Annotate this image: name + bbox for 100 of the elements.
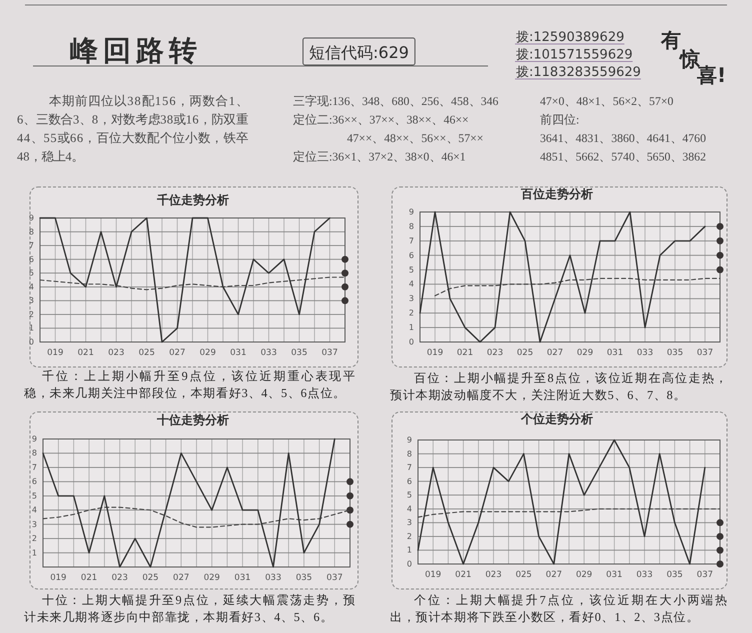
xtick: 027 <box>173 573 190 583</box>
xtick: 025 <box>516 348 534 358</box>
annotation: 3641、4831、3860、4641、4760 <box>540 131 706 145</box>
title: 百位走势分析 <box>521 187 593 201</box>
ytick: 5 <box>32 491 37 500</box>
xtick: 021 <box>78 348 94 358</box>
annotation: 短信代码:629 <box>309 43 409 62</box>
xtick: 035 <box>291 348 308 358</box>
xtick: 027 <box>169 348 186 358</box>
ytick: 8 <box>408 222 414 231</box>
ytick: 5 <box>406 490 412 500</box>
xtick: 033 <box>260 348 277 358</box>
annotation: 有惊喜! <box>661 28 726 87</box>
annotation: 三字现:136、348、680、256、458、346 <box>293 94 498 108</box>
xtick: 023 <box>108 348 124 358</box>
xtick: 033 <box>265 573 282 583</box>
xtick: 019 <box>50 573 66 583</box>
ytick: 1 <box>28 324 34 333</box>
annotation: 千位：上上期小幅升至9点位，该位近期重心表现平稳，未来几期关注中部段位，本期看好3、4、5、6点位。 <box>24 369 356 400</box>
title: 峰回路转 <box>70 34 202 67</box>
ytick: 8 <box>32 448 37 458</box>
xtick: 035 <box>666 570 683 580</box>
annotation: 拨:1183283559629 <box>516 65 641 80</box>
annotation: 47×0、48×1、56×2、57×0 <box>540 94 674 108</box>
ytick: 7 <box>32 462 37 472</box>
annotation: 4851、5662、5740、5650、3862 <box>540 150 706 164</box>
xtick: 029 <box>200 348 216 358</box>
xtick: 037 <box>696 348 714 358</box>
annotation: 定位三:36×1、37×2、38×0、46×1 <box>293 150 466 164</box>
title: 十位走势分析 <box>157 413 229 427</box>
ytick: 9 <box>32 434 37 444</box>
xtick: 023 <box>112 573 128 583</box>
ytick: 2 <box>406 532 412 541</box>
xtick: 021 <box>455 570 472 580</box>
xtick: 025 <box>142 573 159 583</box>
ytick: 9 <box>28 214 34 222</box>
ytick: 2 <box>408 308 414 318</box>
annotation: 拨:12590389629 <box>516 30 624 45</box>
ytick: 3 <box>28 296 34 306</box>
xtick: 019 <box>426 348 444 358</box>
xtick: 031 <box>606 348 624 358</box>
xtick: 031 <box>234 573 251 583</box>
xtick: 031 <box>606 570 622 580</box>
xtick: 021 <box>80 573 98 583</box>
xtick: 021 <box>456 348 474 358</box>
ytick: 3 <box>32 520 37 529</box>
xtick: 027 <box>546 348 564 358</box>
ytick: 9 <box>408 208 414 216</box>
xtick: 023 <box>486 348 504 358</box>
xtick: 033 <box>636 348 654 358</box>
annotation: 前四位: <box>540 112 580 126</box>
annotation: 定位二:36××、37××、38××、46×× <box>293 112 469 126</box>
annotation: 47××、48××、56××、57×× <box>347 131 484 145</box>
ytick: 2 <box>32 534 37 544</box>
ytick: 5 <box>28 268 34 278</box>
ytick: 5 <box>408 265 414 274</box>
xtick: 035 <box>296 573 312 583</box>
xtick: 023 <box>485 570 502 580</box>
title: 千位走势分析 <box>157 193 229 207</box>
xtick: 029 <box>204 573 220 583</box>
xtick: 035 <box>666 348 684 358</box>
ytick: 0 <box>28 338 34 346</box>
annotation: 百位：上期小幅提升至8点位，该位近期在高位走热，预计本期波动幅度不大，关注附近大数5、6、7、8。 <box>390 371 728 402</box>
ytick: 4 <box>406 504 412 514</box>
xtick: 025 <box>516 570 532 580</box>
xtick: 019 <box>47 348 64 358</box>
annotation: 拨:101571559629 <box>516 48 633 62</box>
annotation: 十位：上期大幅提升至9点位，延续大幅震荡走势，预计未来几期将逐步向中部靠拢，本期看好3、4、5、6。 <box>24 593 356 624</box>
ytick: 0 <box>408 338 414 346</box>
xtick: 027 <box>546 570 562 580</box>
ytick: 0 <box>406 560 412 568</box>
xtick: 037 <box>696 570 714 580</box>
xtick: 033 <box>636 570 653 580</box>
xtick: 019 <box>424 570 442 580</box>
ytick: 7 <box>28 241 34 250</box>
ytick: 6 <box>28 254 34 264</box>
xtick: 025 <box>138 348 155 358</box>
ytick: 4 <box>408 280 414 289</box>
annotation: 本期前四位以38配156，两数合1、6、三数合3、8，对数考虑38或16，防双重44、55或66，百位大数配个位小数，铁卒48，稳上4。 <box>17 94 248 164</box>
ytick: 7 <box>408 236 414 246</box>
xtick: 037 <box>322 348 338 358</box>
ytick: 4 <box>32 506 37 515</box>
ytick: 1 <box>32 548 37 558</box>
ytick: 2 <box>28 310 34 319</box>
ytick: 4 <box>28 282 34 292</box>
ytick: 6 <box>32 477 37 486</box>
title: 个位走势分析 <box>521 412 593 426</box>
xtick: 031 <box>230 348 246 358</box>
ytick: 6 <box>406 476 412 486</box>
xtick: 029 <box>576 570 592 580</box>
ytick: 3 <box>408 294 414 304</box>
annotation: 个位：上期大幅提升7点位，该位近期在大小两端热出，预计本期将下跌至小数区，看好0、1、2、3点位。 <box>390 593 728 624</box>
xtick: 037 <box>326 573 343 583</box>
ytick: 9 <box>406 436 412 444</box>
ytick: 8 <box>28 227 34 236</box>
xtick: 029 <box>576 348 594 358</box>
ytick: 1 <box>408 323 414 332</box>
ytick: 1 <box>406 546 412 555</box>
ytick: 8 <box>406 449 412 458</box>
ytick: 7 <box>406 463 412 472</box>
